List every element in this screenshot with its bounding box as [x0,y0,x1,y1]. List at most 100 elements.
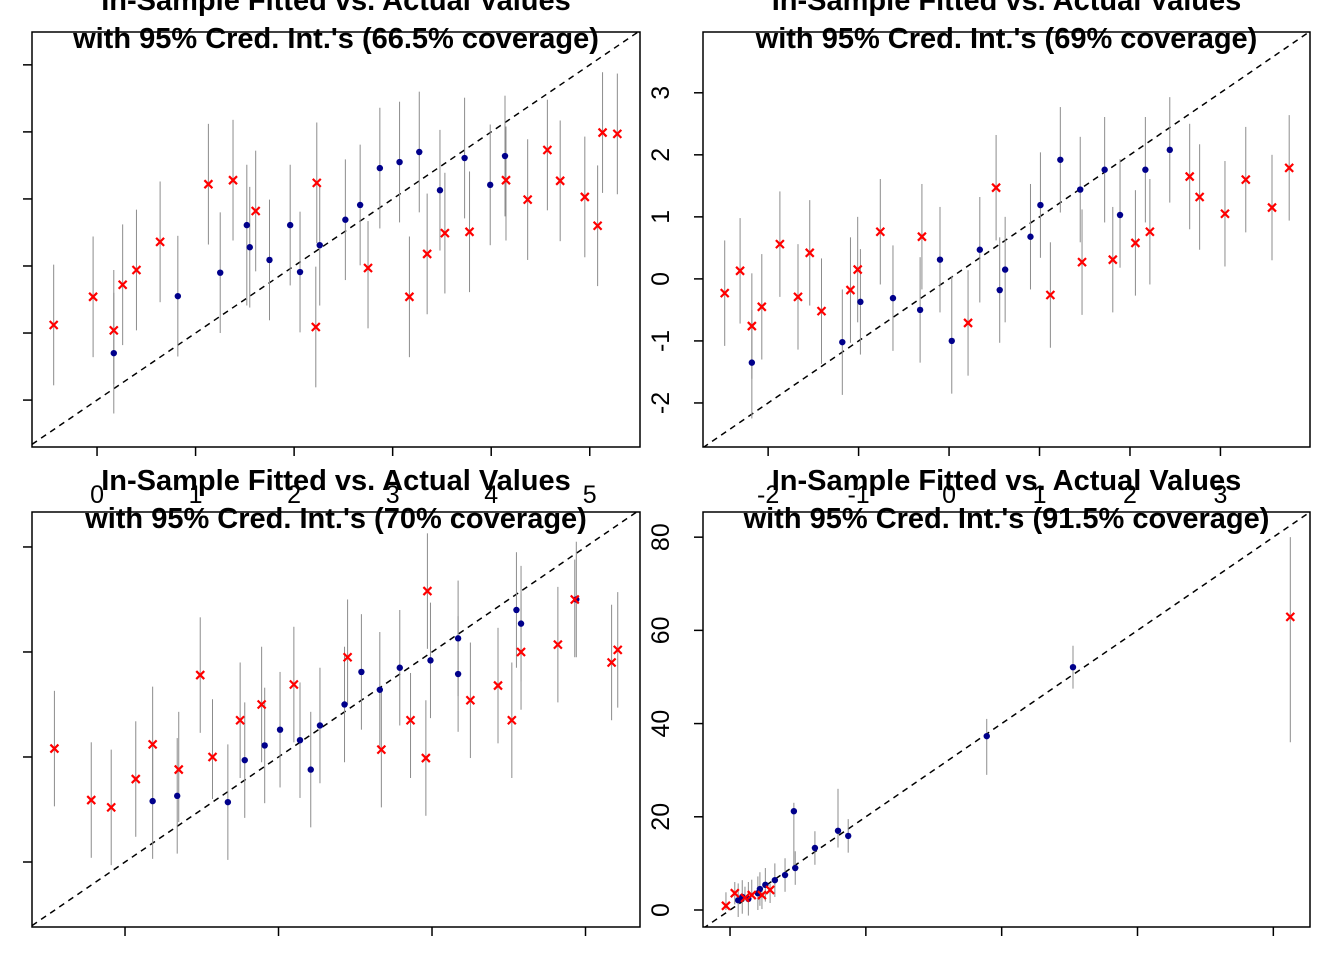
reference-line [32,512,638,927]
point-covered [427,657,434,664]
chart-subtitle: with 95% Cred. Int.'s (91.5% coverage) [743,503,1270,535]
point-not-covered [1045,290,1056,300]
chart-title: In-Sample Fitted vs. Actual Values [772,465,1242,497]
point-not-covered [569,594,580,605]
x-tick-label: 1 [189,481,203,509]
x-tick-label: 0 [90,481,104,509]
point-not-covered [250,206,261,216]
x-tick-label: 2 [287,481,301,509]
point-covered [1101,166,1108,173]
point-covered [889,294,897,302]
point-covered [174,792,181,800]
point-covered [983,732,990,740]
chart-subtitle: with 95% Cred. Int.'s (69% coverage) [755,23,1258,55]
point-not-covered [311,322,321,332]
panel: In-Sample Fitted vs. Actual Values with 9… [23,465,641,936]
point-not-covered [195,670,206,680]
point-covered [501,152,509,160]
point-not-covered [1220,208,1230,219]
point-covered [487,181,494,189]
point-not-covered [612,129,623,139]
point-not-covered [86,795,97,805]
point-covered [358,668,365,676]
point-not-covered [440,228,450,238]
point-not-covered [147,739,158,750]
point-not-covered [131,265,142,275]
y-tick-label: 1 [647,210,675,224]
point-not-covered [493,680,503,691]
point-not-covered [49,743,60,754]
point-not-covered [553,639,563,650]
point-covered [316,722,324,729]
x-tick-label: 5 [583,481,597,509]
point-covered [356,201,364,209]
x-tick-label: 3 [386,481,400,509]
point-not-covered [1108,254,1118,265]
x-tick-label: 3 [1213,481,1227,509]
point-covered [416,148,423,156]
point-not-covered [235,715,245,726]
point-not-covered [1267,202,1277,213]
point-covered [1116,211,1124,219]
point-not-covered [917,231,927,242]
y-tick-label: 2 [647,148,675,162]
point-not-covered [804,248,815,258]
point-not-covered [721,901,731,911]
point-not-covered [228,175,238,185]
point-not-covered [1240,174,1251,185]
point-covered [839,338,846,346]
point-not-covered [48,320,59,330]
chart-subtitle: with 95% Cred. Int.'s (66.5% coverage) [72,23,599,55]
y-tick-label: 60 [647,616,675,644]
point-covered [1142,166,1149,173]
point-not-covered [1284,163,1294,173]
point-not-covered [342,652,353,663]
point-covered [266,256,273,264]
point-not-covered [106,802,116,813]
point-not-covered [88,292,98,302]
point-not-covered [747,321,757,331]
point-covered [781,871,789,879]
point-not-covered [963,318,973,328]
point-covered [517,620,525,627]
point-covered [771,876,779,884]
point-not-covered [612,645,623,655]
x-tick-label: 4 [484,481,498,509]
point-covered [110,349,117,357]
point-not-covered [740,893,750,903]
reference-line [703,32,1310,447]
chart-subtitle: with 95% Cred. Int.'s (70% coverage) [84,503,587,535]
x-tick-label: 2 [1123,481,1137,509]
point-covered [296,268,304,276]
plot-frame [702,511,1311,928]
point-not-covered [597,127,608,138]
plot-area [32,32,640,445]
point-not-covered [765,885,775,895]
point-not-covered [130,774,141,784]
point-covered [1037,201,1044,209]
panel: 0 1 2 3 4 5 In-Sample Fitted vs. Actual Values… [23,0,641,509]
point-covered [857,298,864,306]
plot-frame [31,511,641,928]
point-not-covered [109,325,119,336]
point-not-covered [757,302,767,312]
point-covered [1166,146,1173,154]
point-not-covered [363,263,373,273]
point-covered [1001,266,1009,273]
plot-frame [702,31,1311,448]
chart-title: In-Sample Fitted vs. Actual Values [101,0,571,17]
point-not-covered [816,306,827,316]
point-not-covered [793,292,803,302]
point-not-covered [516,647,526,657]
point-not-covered [465,695,476,706]
plot-frame [31,31,641,448]
point-not-covered [757,890,767,900]
y-tick-label: 3 [647,86,675,100]
point-covered [936,256,944,263]
x-tick-label: 0 [942,481,956,509]
point-covered [243,221,251,229]
point-covered [241,756,248,764]
point-covered [454,635,462,642]
